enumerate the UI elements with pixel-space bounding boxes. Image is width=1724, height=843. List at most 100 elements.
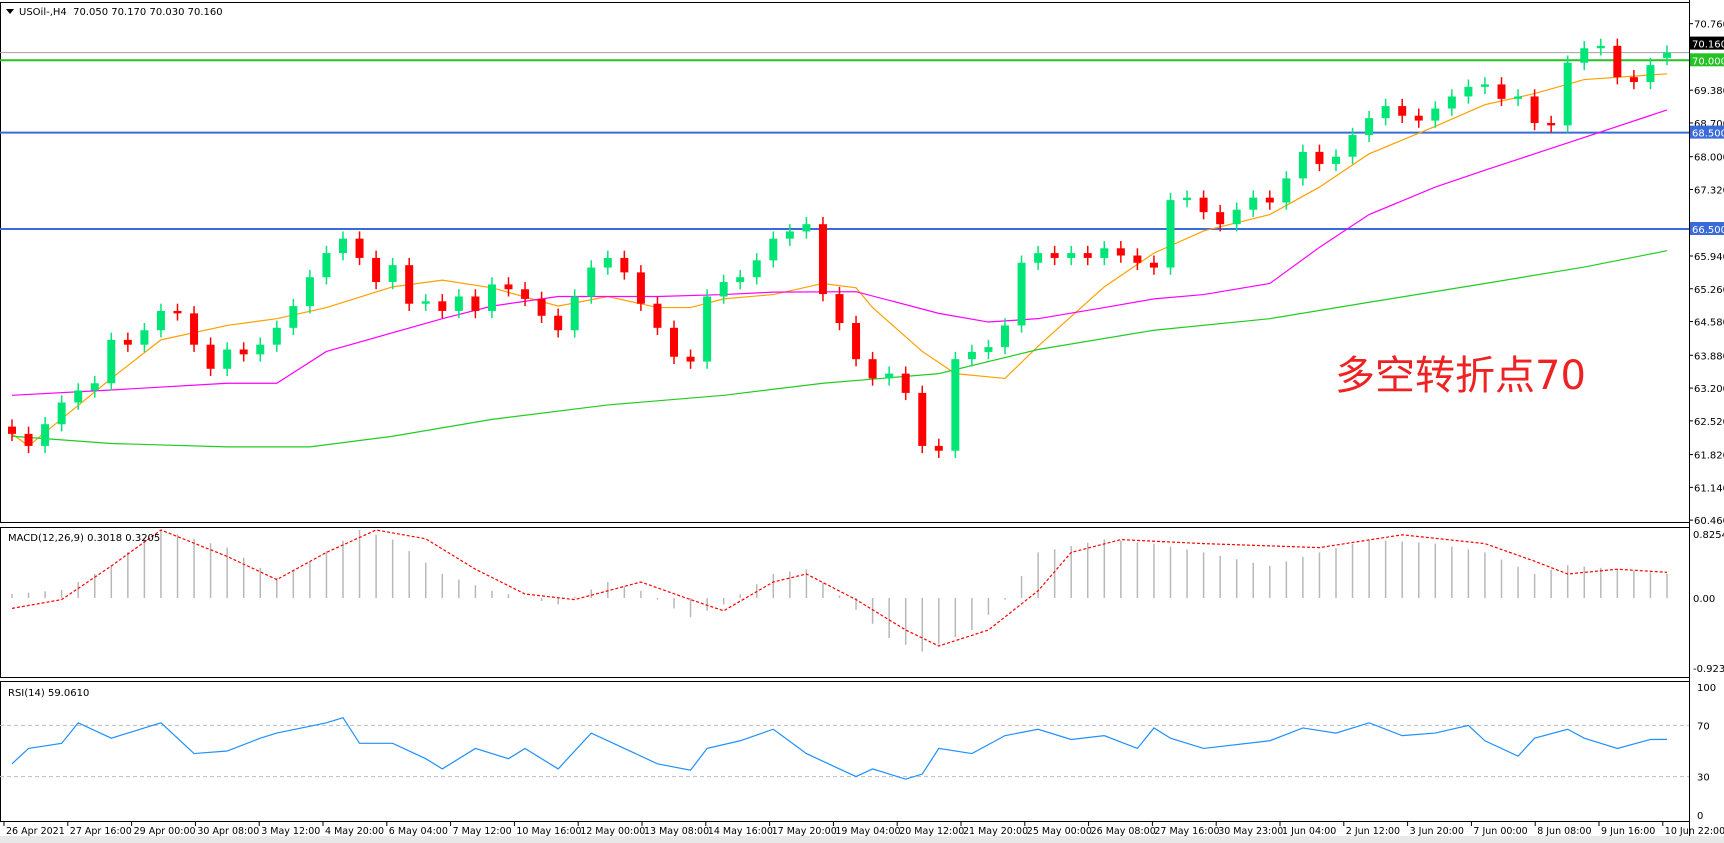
candle-body xyxy=(1332,156,1340,164)
main-header: USOil-,H4 70.050 70.170 70.030 70.160 xyxy=(6,7,223,18)
price-tick-label: 61.140 xyxy=(1694,483,1724,494)
candle-body xyxy=(206,344,215,369)
candle-body xyxy=(1282,178,1291,203)
candle-body xyxy=(57,402,66,425)
candle-body xyxy=(570,296,579,331)
candle-body xyxy=(90,383,99,391)
price-tick-label: 70.760 xyxy=(1694,20,1724,31)
candle-body xyxy=(372,257,381,283)
candle-body xyxy=(140,330,149,345)
candle-body xyxy=(1050,253,1059,258)
candle-body xyxy=(1547,122,1556,126)
candle-body xyxy=(339,238,347,254)
candle-body xyxy=(1365,118,1374,136)
candle-body xyxy=(885,373,894,379)
candle-body xyxy=(471,296,480,311)
candle-body xyxy=(156,310,165,331)
price-tick-label: 60.460 xyxy=(1694,516,1724,527)
status-strip xyxy=(0,836,1724,843)
candle-body xyxy=(24,433,33,446)
time-tick-label: 7 Jun 00:00 xyxy=(1473,826,1527,837)
candle-body xyxy=(504,284,513,290)
macd-signal-line xyxy=(11,529,1668,647)
time-tick-label: 19 May 04:00 xyxy=(835,826,900,837)
candle-body xyxy=(686,356,695,362)
candle-body xyxy=(1398,106,1407,116)
time-tick-label: 20 May 12:00 xyxy=(899,826,964,837)
candle-body xyxy=(620,257,629,273)
candle-body xyxy=(1431,108,1440,121)
candle-body xyxy=(1034,253,1043,263)
candle-body xyxy=(421,301,430,304)
price-tick-label: 65.260 xyxy=(1694,285,1724,296)
moving-average-line xyxy=(11,250,1668,448)
rsi-tick-label: 100 xyxy=(1697,683,1716,694)
candle-body xyxy=(1381,106,1390,119)
candle-body xyxy=(1514,96,1523,99)
candle-body xyxy=(587,267,596,297)
level-price-label-bg xyxy=(1690,222,1724,236)
time-tick-label: 30 Apr 08:00 xyxy=(197,826,259,837)
candle-body xyxy=(8,426,16,434)
time-tick-label: 3 Jun 20:00 xyxy=(1410,826,1464,837)
macd-label: MACD(12,26,9) 0.3018 0.3205 xyxy=(8,533,161,544)
candle-body xyxy=(190,313,199,345)
candle-body xyxy=(918,392,927,446)
candle-body xyxy=(1580,48,1589,63)
candle-body xyxy=(1414,115,1423,121)
candle-body xyxy=(405,265,414,304)
candle-body xyxy=(1199,197,1208,213)
time-tick-label: 10 May 16:00 xyxy=(516,826,581,837)
candle-body xyxy=(719,282,728,297)
candle-body xyxy=(802,224,811,232)
price-tick-label: 64.580 xyxy=(1694,318,1724,329)
candle-body xyxy=(703,296,712,362)
candle-body xyxy=(901,373,910,393)
candle-body xyxy=(1629,77,1638,82)
candle-body xyxy=(554,315,563,331)
level-price-label-bg xyxy=(1690,53,1724,67)
candle-body xyxy=(1133,255,1142,263)
candle-body xyxy=(256,344,265,355)
time-tick-label: 8 Jun 08:00 xyxy=(1537,826,1591,837)
time-tick-label: 7 May 12:00 xyxy=(453,826,512,837)
time-tick-label: 3 May 12:00 xyxy=(261,826,320,837)
candle-body xyxy=(107,339,116,384)
time-tick-label: 4 May 20:00 xyxy=(325,826,384,837)
candle-body xyxy=(752,260,761,278)
candle-body xyxy=(1298,151,1307,179)
candle-body xyxy=(670,327,678,357)
candle-body xyxy=(41,424,50,446)
time-tick-label: 9 Jun 16:00 xyxy=(1601,826,1655,837)
price-tick-label: 67.320 xyxy=(1694,185,1724,196)
candle-body xyxy=(1183,197,1192,201)
candle-body xyxy=(852,322,861,360)
time-tick-label: 27 Apr 16:00 xyxy=(70,826,132,837)
candle-body xyxy=(1613,45,1622,78)
main-panel-frame xyxy=(0,2,1690,523)
candle-body xyxy=(239,349,248,355)
level-price-label: 68.500 xyxy=(1692,129,1724,140)
time-tick-label: 13 May 08:00 xyxy=(644,826,709,837)
candle-body xyxy=(1447,96,1456,109)
time-tick-label: 26 Apr 2021 xyxy=(6,826,65,837)
time-tick-label: 30 May 23:00 xyxy=(1218,826,1283,837)
candle-body xyxy=(289,306,298,328)
moving-average-line xyxy=(11,73,1668,447)
candle-body xyxy=(785,231,794,239)
dropdown-triangle-icon[interactable] xyxy=(6,9,14,14)
candle-body xyxy=(1017,262,1026,326)
time-tick-label: 27 May 16:00 xyxy=(1154,826,1219,837)
time-tick-label: 25 May 00:00 xyxy=(1027,826,1092,837)
current-price-label: 70.160 xyxy=(1692,40,1724,51)
rsi-tick-label: 70 xyxy=(1697,721,1710,732)
candle-body xyxy=(1646,65,1655,82)
candle-body xyxy=(1067,253,1076,258)
time-tick-label: 29 Apr 00:00 xyxy=(134,826,196,837)
candle-body xyxy=(934,445,943,451)
time-tick-label: 17 May 20:00 xyxy=(772,826,837,837)
candle-body xyxy=(521,289,530,299)
candle-body xyxy=(1596,45,1605,49)
price-tick-label: 61.820 xyxy=(1694,451,1724,462)
